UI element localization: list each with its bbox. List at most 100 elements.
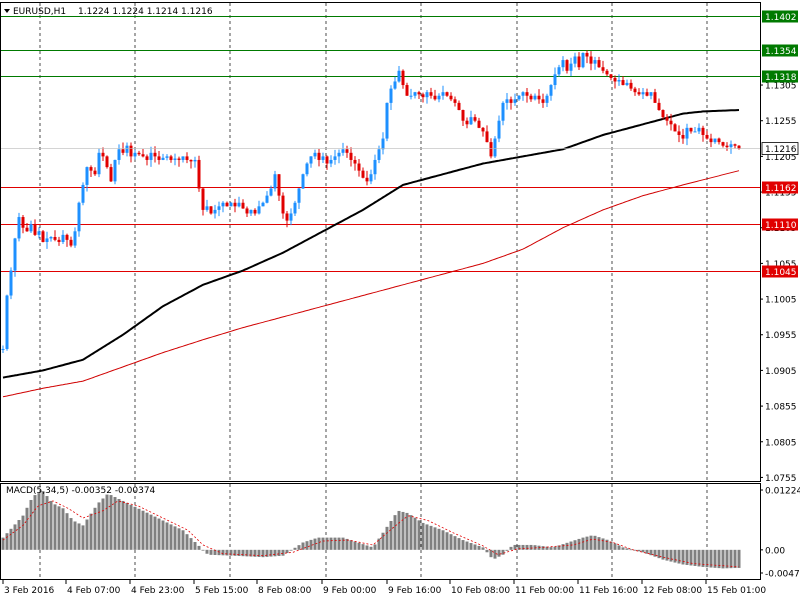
candle-body [189,159,193,162]
candle-body [617,80,621,82]
macd-bar [193,542,197,550]
y-tick-label-6: 1.1005 [765,296,797,306]
macd-bar [93,507,97,550]
candle-body [589,56,593,64]
macd-bar [21,515,25,550]
macd-bar [221,549,225,556]
candle-body [69,239,73,246]
y-tick-label-9: 1.0855 [765,403,797,413]
macd-bar [73,521,77,550]
candle-body [177,158,181,160]
macd-bar [497,549,501,557]
level-label-5: 1.1045 [765,268,797,278]
candle-body [425,92,429,98]
candle-body [233,202,237,207]
candle-body [453,99,457,103]
candle-body [17,217,21,239]
candle-body [685,127,689,139]
macd-bar [201,549,205,551]
candle-body [681,134,685,139]
time-axis: 3 Feb 2016 4 Feb 07:00 4 Feb 23:00 5 Feb 15… [2,580,766,596]
macd-bar [545,546,549,550]
candle-body [333,156,337,160]
candle-body [21,217,25,228]
level-tag-4 [762,218,798,231]
candle-body [661,110,665,118]
x-tick-label-10: 12 Feb 08:00 [643,586,702,596]
macd-bar [653,549,657,557]
macd-bar [473,544,477,550]
candle-body [65,234,69,240]
candle-body [385,102,389,139]
chevron-down-icon[interactable] [4,9,10,13]
candle-body [669,120,673,125]
candle-body [421,94,425,98]
candle-body [533,95,537,100]
candle-body [85,167,89,185]
macd-bar [197,545,201,550]
candle-body [477,120,481,128]
macd-bar [461,540,465,550]
macd-bar [161,520,165,550]
macd-bar [729,549,733,569]
macd-bar [585,536,589,550]
candle-body [289,213,293,221]
macd-tick-label-1: 0.00 [765,546,785,556]
x-tick-label-1: 4 Feb 07:00 [67,586,121,596]
candle-body [565,60,569,71]
macd-bar [41,491,45,550]
candle-body [433,95,437,100]
level-tag-2 [762,70,798,83]
candle-body [449,95,453,100]
macd-bar [129,504,133,550]
candle-body [469,117,473,125]
candle-body [49,237,53,239]
macd-bar [337,537,341,550]
macd-bar [357,542,361,550]
candle-body [249,209,253,214]
candle-body [473,117,477,121]
macd-bar [665,549,669,561]
macd-bar [205,549,209,554]
candle-body [45,238,49,242]
macd-bar [13,524,17,550]
macd-tick-label-0: 0.01224 [765,487,800,497]
level-lines [1,16,760,272]
macd-bar [133,506,137,550]
candle-body [549,85,553,96]
macd-bar [113,497,117,550]
ohlc-values: 1.1224 1.1224 1.1214 1.1216 [78,7,213,17]
candle-body [733,144,737,146]
candle-body [97,152,101,175]
macd-bar [1,537,5,550]
candle-body [377,149,381,160]
candle-body [53,237,57,240]
candle-body [665,117,669,121]
candle-body [297,188,301,203]
macd-bar [733,549,737,569]
candle-body [393,81,397,89]
candle-body [641,92,645,95]
macd-bar [341,537,345,550]
candle-body [569,63,573,71]
macd-bar [701,549,705,567]
macd-bar [645,549,649,554]
macd-bar [529,544,533,550]
candle-body [161,157,165,160]
candle-body [633,88,637,93]
macd-bar [385,526,389,550]
candle-body [721,142,725,146]
price-pane-frame [0,2,761,482]
candle-body [237,202,241,207]
macd-bar [5,533,9,550]
candle-body [149,152,153,160]
level-tag-1 [762,44,798,57]
macd-bar [453,536,457,550]
candle-body [625,82,629,86]
macd-bar [37,493,41,550]
current-price-label: 1.1216 [765,145,797,155]
macd-bar [541,546,545,550]
macd-bar [145,512,149,550]
candle-body [673,124,677,132]
